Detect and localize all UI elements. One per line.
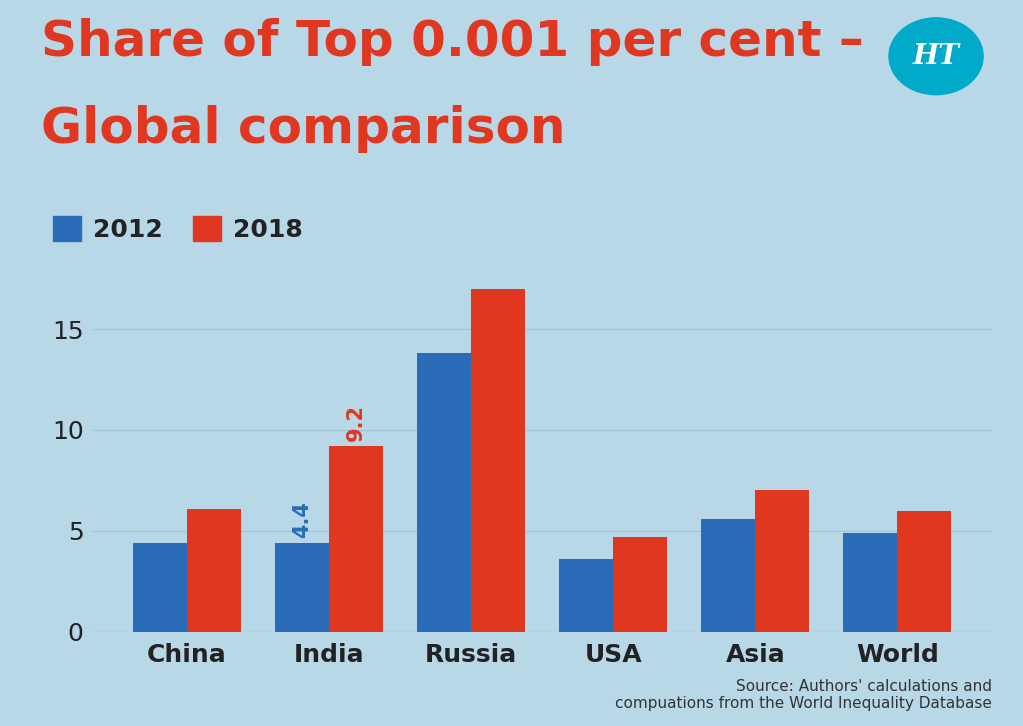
Bar	[843, 533, 897, 632]
Bar	[702, 518, 755, 632]
Text: 9.2: 9.2	[346, 404, 366, 441]
Circle shape	[889, 18, 983, 94]
Bar	[897, 510, 951, 632]
Text: Global comparison: Global comparison	[41, 105, 566, 153]
Text: Source: Authors' calculations and
compuations from the World Inequality Database: Source: Authors' calculations and compua…	[616, 679, 992, 711]
Text: Share of Top 0.001 per cent –: Share of Top 0.001 per cent –	[41, 18, 863, 66]
Text: 4.4: 4.4	[293, 501, 312, 538]
Bar	[613, 537, 667, 632]
Bar	[275, 543, 329, 632]
Text: HT: HT	[913, 43, 960, 70]
Bar	[133, 543, 187, 632]
Bar	[329, 446, 383, 632]
Bar	[472, 289, 525, 632]
Bar	[560, 559, 613, 632]
Bar	[417, 354, 472, 632]
Bar	[187, 509, 241, 632]
Legend: 2012, 2018: 2012, 2018	[53, 216, 303, 242]
Bar	[755, 491, 809, 632]
